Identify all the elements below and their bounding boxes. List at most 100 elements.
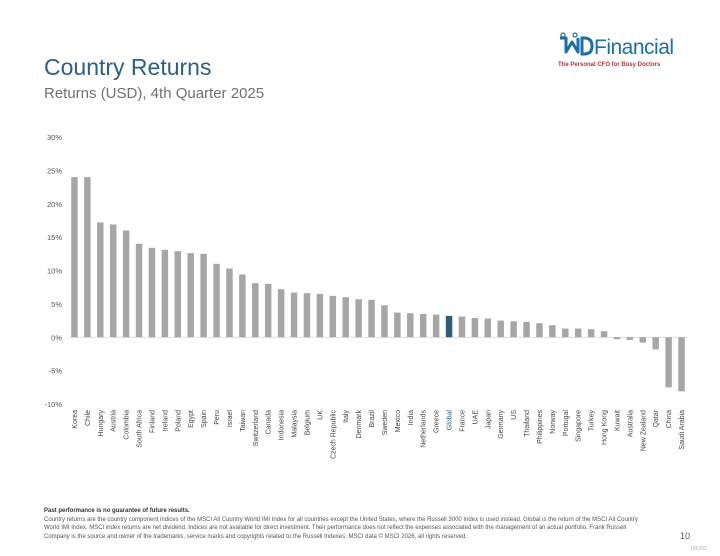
bar-hungary — [97, 222, 104, 338]
x-axis-labels: Korea Chile Hungary Austria Colombia South Af… — [72, 409, 686, 459]
y-tick-label: 25% — [47, 166, 62, 175]
x-tick-label: Israel — [227, 410, 234, 428]
bar-czech-republic — [329, 295, 337, 338]
x-tick-label: South Africa — [137, 410, 144, 448]
bar-thailand — [523, 321, 530, 338]
bar-singapore — [574, 328, 582, 338]
x-tick-label: Thailand — [524, 410, 531, 437]
x-tick-label: Egypt — [188, 410, 195, 428]
x-tick-label: Taiwan — [240, 410, 247, 432]
x-tick-label: Kuwait — [614, 410, 621, 431]
x-tick-label: UAE — [472, 410, 479, 425]
x-tick-label: Portugal — [563, 410, 570, 437]
bar-kuwait — [613, 337, 621, 340]
y-tick-label: 20% — [47, 200, 62, 209]
page-number: 10 — [680, 531, 691, 541]
bar-netherlands — [419, 313, 427, 338]
x-tick-label: Switzerland — [253, 410, 260, 446]
y-tick-label: -5% — [49, 367, 63, 376]
footer-disclaimer: Past performance is no guarantee of futu… — [44, 507, 644, 541]
bar-belgium — [303, 293, 311, 338]
bar-poland — [174, 251, 182, 338]
page-subtitle: Returns (USD), 4th Quarter 2025 — [44, 85, 265, 102]
x-tick-label: Finland — [149, 410, 156, 433]
x-tick-label: Austria — [111, 410, 118, 432]
x-tick-label: New Zealand — [640, 410, 647, 451]
bar-finland — [148, 247, 156, 338]
x-tick-label: Netherlands — [421, 410, 428, 448]
x-tick-label: Turkey — [589, 410, 596, 432]
x-tick-label: Denmark — [356, 410, 363, 439]
bar-south-africa — [135, 243, 143, 338]
y-tick-label: 15% — [47, 233, 62, 242]
page-title: Country Returns — [44, 54, 212, 80]
bar-germany — [497, 320, 504, 338]
country-returns-chart: -10% -5% 0% 5% 10% 15% 20% 25% 30% Korea Chile Hun… — [44, 133, 688, 459]
bar-us — [510, 321, 517, 338]
bar-india — [407, 313, 414, 338]
x-tick-label: India — [408, 410, 415, 425]
x-tick-label: US — [511, 410, 518, 420]
x-tick-label: Italy — [343, 410, 350, 423]
footer-disclaimer-bold: Past performance is no guarantee of futu… — [44, 508, 190, 514]
y-tick-label: -10% — [44, 400, 62, 409]
x-tick-label: Indonesia — [279, 410, 286, 440]
x-tick-label: Brazil — [369, 410, 376, 428]
bar-hong-kong — [600, 331, 608, 338]
bar-portugal — [562, 328, 569, 338]
bar-global — [445, 315, 453, 338]
x-tick-label: Global — [447, 410, 454, 431]
bar-spain — [200, 253, 207, 338]
x-tick-label: Malaysia — [292, 410, 299, 438]
x-tick-label: France — [459, 410, 466, 432]
logo-mark-icon — [560, 32, 594, 56]
x-tick-label: Norway — [550, 410, 557, 434]
bar-turkey — [587, 329, 595, 338]
y-tick-label: 30% — [47, 133, 62, 142]
bar-ireland — [161, 249, 169, 338]
x-tick-label: Qatar — [653, 409, 660, 427]
x-tick-label: Greece — [434, 410, 441, 433]
x-tick-label: Germany — [498, 410, 505, 439]
bar-greece — [432, 314, 440, 338]
y-tick-label: 5% — [51, 300, 62, 309]
bar-uk — [316, 293, 324, 338]
x-tick-label: Poland — [175, 410, 182, 432]
x-tick-label: Belgium — [304, 410, 311, 435]
x-tick-label: Peru — [214, 410, 221, 425]
bar-japan — [484, 318, 492, 338]
document-code: 135203 — [690, 546, 707, 552]
bar-brazil — [368, 299, 375, 338]
x-tick-label: China — [666, 410, 673, 428]
bar-series — [71, 177, 685, 392]
bar-taiwan — [239, 274, 246, 338]
bar-austria — [109, 224, 117, 338]
bar-sweden — [381, 305, 388, 338]
x-tick-label: Mexico — [395, 410, 402, 432]
y-tick-label: 10% — [47, 267, 62, 276]
bar-new-zealand — [639, 337, 647, 343]
bar-chile — [84, 177, 91, 338]
x-tick-label: Korea — [72, 410, 79, 429]
x-tick-label: Saudi Arabia — [679, 410, 686, 450]
x-tick-label: Singapore — [576, 410, 583, 442]
bar-italy — [342, 297, 349, 338]
bar-philippines — [536, 323, 543, 338]
bar-australia — [626, 337, 634, 340]
bar-switzerland — [252, 283, 259, 338]
bar-mexico — [394, 312, 401, 338]
footer-disclaimer-text: Country returns are the country componen… — [44, 516, 638, 540]
x-tick-label: Czech Republic — [330, 410, 337, 460]
bar-denmark — [355, 299, 362, 338]
bar-uae — [471, 317, 479, 338]
x-tick-label: Hong Kong — [602, 410, 609, 445]
bar-colombia — [122, 230, 130, 338]
x-tick-label: Canada — [266, 410, 273, 435]
bar-peru — [213, 263, 220, 338]
x-tick-label: Philippines — [537, 410, 544, 444]
x-tick-label: Spain — [201, 410, 208, 428]
x-tick-label: Hungary — [98, 410, 105, 437]
bar-norway — [549, 325, 556, 338]
bar-egypt — [187, 253, 194, 338]
bar-china — [665, 337, 672, 388]
